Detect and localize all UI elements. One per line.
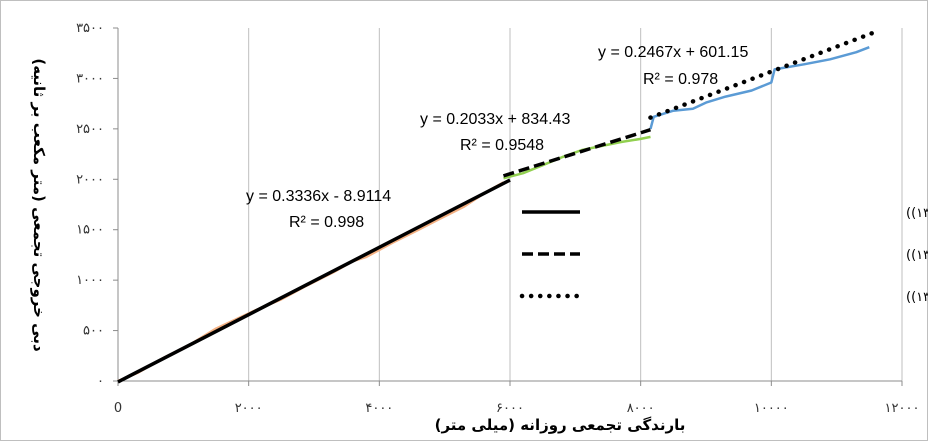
equation-3: y = 0.2467x + 601.15 <box>598 44 748 61</box>
x-tick-label: 0 <box>114 401 122 416</box>
trendline-dotted <box>648 30 875 120</box>
y-axis-title: دبی خروجی تجمعی (متر مکعب بر ثانیه) <box>30 58 48 352</box>
x-ticks: 0 ۲۰۰۰ ۴۰۰۰ ۶۰۰۰ ۸۰۰۰ ۱۰۰۰۰ ۱۲۰۰۰ <box>114 381 920 416</box>
y-ticks: ۰ ۵۰۰ ۱۰۰۰ ۱۵۰۰ ۲۰۰۰ ۲۵۰۰ ۳۰۰۰ ۳۵۰۰ <box>76 21 118 389</box>
trendline-solid <box>117 178 511 384</box>
legend: Linear (قبل از اقدامات آبخیزداری (۱۳۷۵-۱… <box>519 204 928 305</box>
y-tick-label: ۱۵۰۰ <box>76 223 104 238</box>
y-tick-label: ۳۰۰۰ <box>76 71 104 86</box>
x-tick-label: ۶۰۰۰ <box>496 401 524 416</box>
legend-label-2: Linear (بعد از اقدامات آبخیزداری (۱۳۸۱-۱… <box>906 246 928 263</box>
y-tick-label: ۲۰۰۰ <box>76 172 104 187</box>
equation-1: y = 0.3336x - 8.9114 <box>246 188 391 205</box>
x-tick-label: ۱۲۰۰۰ <box>885 401 920 416</box>
x-tick-label: ۸۰۰۰ <box>627 401 655 416</box>
equation-2: y = 0.2033x + 834.43 <box>420 111 570 128</box>
y-tick-label: ۰ <box>97 374 104 389</box>
trendlines <box>117 30 875 384</box>
y-tick-label: ۵۰۰ <box>83 324 104 339</box>
r2-2: R² = 0.9548 <box>460 137 544 154</box>
r2-1: R² = 0.998 <box>289 214 364 231</box>
gridlines <box>248 28 903 381</box>
observed-data <box>117 46 870 383</box>
observed-series-line <box>649 46 870 130</box>
x-tick-label: ۲۰۰۰ <box>235 401 263 416</box>
r2-3: R² = 0.978 <box>643 71 718 88</box>
y-tick-label: ۱۰۰۰ <box>76 273 104 288</box>
legend-label-1: Linear (قبل از اقدامات آبخیزداری (۱۳۷۵-۱… <box>906 204 928 221</box>
x-tick-label: ۱۰۰۰۰ <box>754 401 789 416</box>
y-tick-label: ۲۵۰۰ <box>76 122 104 137</box>
x-tick-label: ۴۰۰۰ <box>365 401 393 416</box>
x-axis-title: بارندگی تجمعی روزانه (میلی متر) <box>435 416 686 434</box>
legend-label-3: Linear (بعد از اقدامات آبخیزداری (۱۳۹۰-۱… <box>906 288 928 305</box>
y-tick-label: ۳۵۰۰ <box>76 21 104 36</box>
trendline-dashed <box>502 128 651 178</box>
